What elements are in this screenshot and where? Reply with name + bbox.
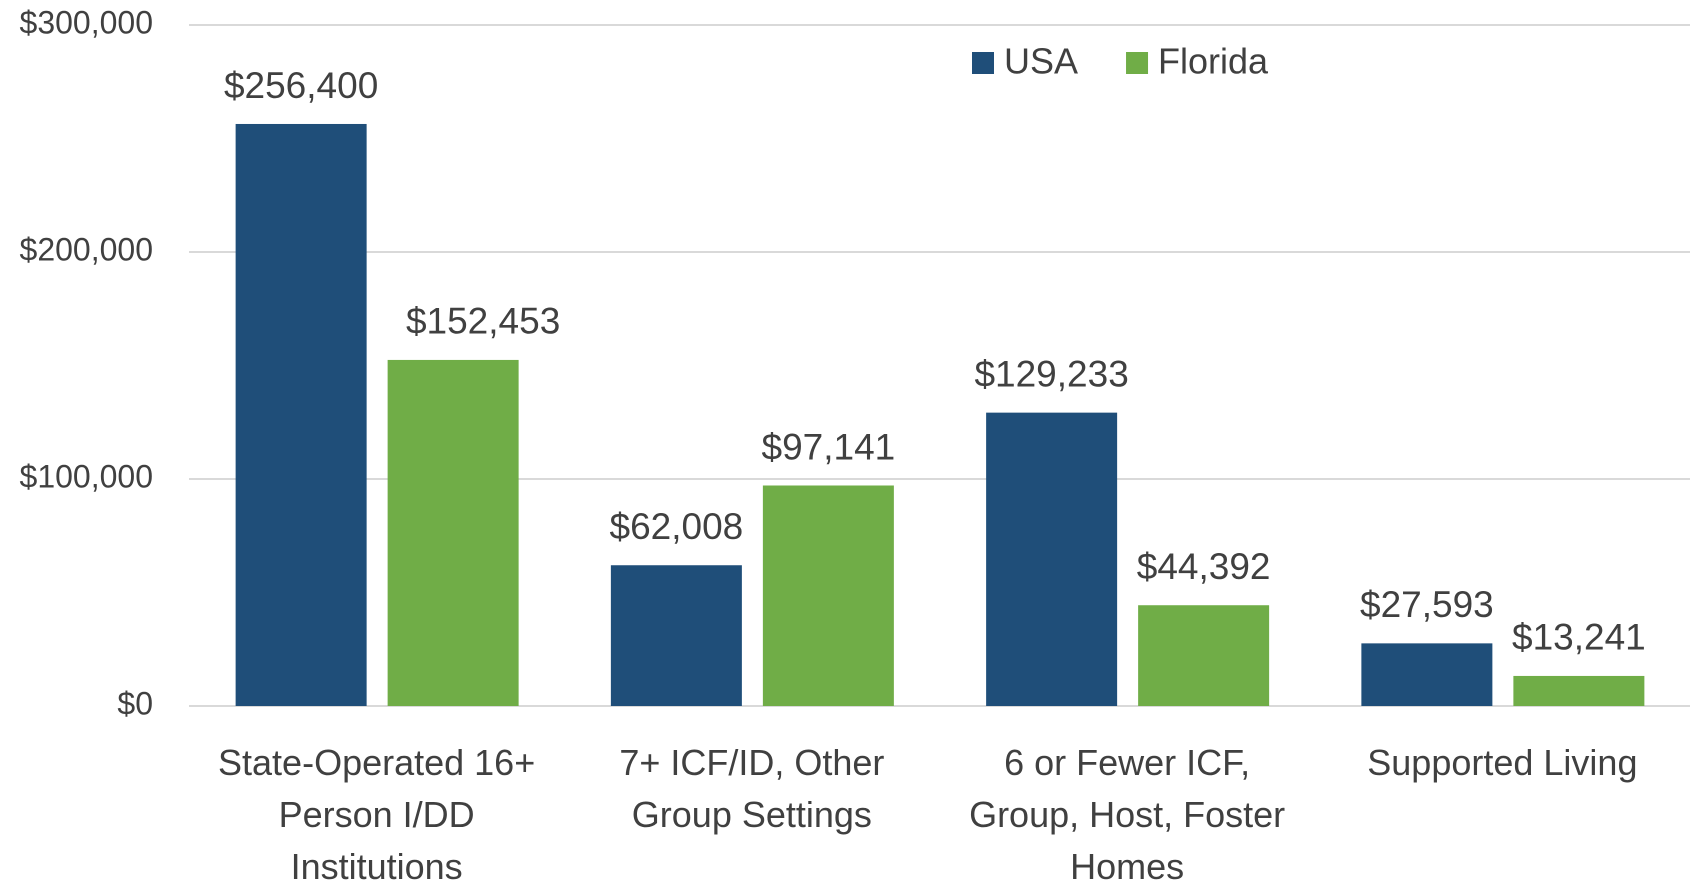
- value-label: $152,453: [406, 301, 560, 342]
- bar: [387, 359, 519, 706]
- x-tick-label: Supported Living: [1367, 742, 1638, 783]
- y-tick-label: $200,000: [20, 231, 153, 267]
- value-label: $13,241: [1512, 617, 1646, 658]
- legend-swatch: [1126, 52, 1149, 74]
- value-label: $256,400: [224, 65, 378, 106]
- bar: [762, 485, 894, 706]
- value-label: $97,141: [762, 426, 896, 467]
- value-label: $44,392: [1137, 546, 1271, 587]
- bar: [1513, 675, 1645, 706]
- y-tick-label: $0: [117, 685, 153, 721]
- y-tick-label: $300,000: [20, 4, 153, 40]
- x-tick-label: 7+ ICF/ID, Other Group Settings: [619, 742, 885, 835]
- bar: [986, 412, 1118, 706]
- legend-label: Florida: [1158, 41, 1269, 82]
- legend-swatch: [972, 52, 994, 74]
- value-label: $62,008: [610, 506, 744, 547]
- bar: [1361, 643, 1493, 706]
- value-label: $129,233: [974, 353, 1128, 394]
- x-tick-label: 6 or Fewer ICF, Group, Host, Foster Home…: [969, 742, 1286, 883]
- value-label: $27,593: [1360, 584, 1494, 625]
- bar: [235, 123, 367, 707]
- y-tick-label: $100,000: [20, 458, 153, 494]
- bar: [610, 565, 742, 706]
- legend-label: USA: [1004, 41, 1078, 82]
- x-tick-label: State-Operated 16+ Person I/DD Instituti…: [218, 742, 536, 883]
- bar: [1138, 605, 1270, 706]
